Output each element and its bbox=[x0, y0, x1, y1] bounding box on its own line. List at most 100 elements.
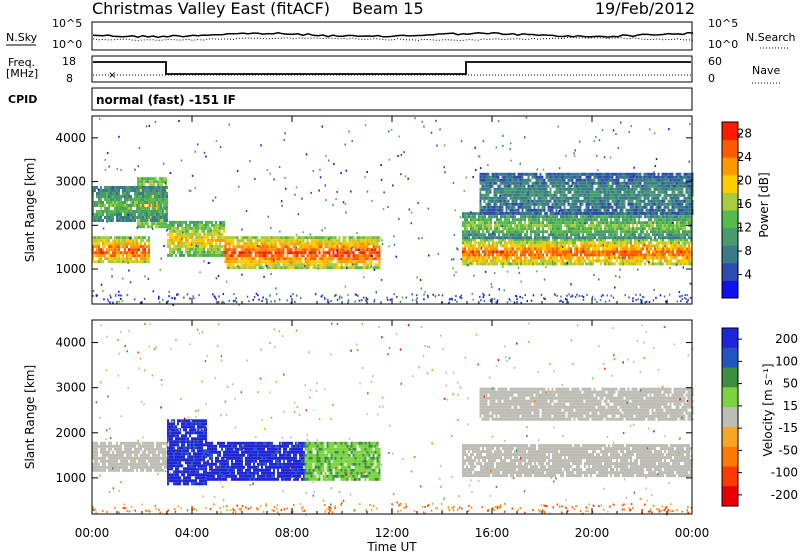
power-data-cell bbox=[672, 253, 674, 256]
power-data-cell bbox=[682, 253, 684, 256]
power-data-cell bbox=[582, 227, 584, 230]
power-data-cell bbox=[118, 257, 120, 260]
power-data-cell bbox=[134, 192, 136, 195]
power-data-cell bbox=[154, 204, 156, 207]
power-data-cell bbox=[574, 227, 576, 230]
power-data-cell bbox=[482, 194, 484, 197]
power-data-cell bbox=[554, 230, 556, 233]
power-data-cell bbox=[169, 248, 171, 251]
power-data-cell bbox=[110, 198, 112, 201]
freq-tick-bottom: 8 bbox=[66, 72, 73, 85]
power-data-cell bbox=[269, 239, 271, 242]
power-data-cell bbox=[287, 266, 289, 269]
power-data-cell bbox=[604, 256, 606, 259]
power-data-cell bbox=[138, 216, 140, 219]
power-data-cell bbox=[572, 176, 574, 179]
power-data-cell bbox=[606, 221, 608, 224]
power-data-cell bbox=[558, 233, 560, 236]
power-data-cell bbox=[464, 253, 466, 256]
power-data-cell bbox=[158, 219, 160, 222]
power-data-cell bbox=[207, 224, 209, 227]
power-data-cell bbox=[512, 233, 514, 236]
power-data-cell bbox=[588, 244, 590, 247]
power-data-cell bbox=[610, 230, 612, 233]
power-data-cell bbox=[650, 224, 652, 227]
power-data-cell bbox=[313, 260, 315, 263]
power-data-cell bbox=[652, 215, 654, 218]
power-data-cell bbox=[556, 182, 558, 185]
power-data-cell bbox=[568, 224, 570, 227]
power-data-cell bbox=[124, 216, 126, 219]
power-data-cell bbox=[634, 250, 636, 253]
power-data-cell bbox=[592, 236, 594, 239]
power-data-cell bbox=[620, 247, 622, 250]
power-data-cell bbox=[277, 239, 279, 242]
power-data-cell bbox=[518, 224, 520, 227]
power-data-cell bbox=[502, 179, 504, 182]
power-data-cell bbox=[592, 206, 594, 209]
power-data-cell bbox=[474, 253, 476, 256]
power-data-cell bbox=[317, 254, 319, 257]
power-data-cell bbox=[355, 254, 357, 257]
power-data-cell bbox=[560, 206, 562, 209]
power-data-cell bbox=[542, 206, 544, 209]
power-data-cell bbox=[506, 218, 508, 221]
power-data-cell bbox=[502, 253, 504, 256]
power-data-cell bbox=[167, 224, 169, 227]
power-data-cell bbox=[636, 215, 638, 218]
power-data-cell bbox=[574, 182, 576, 185]
power-data-cell bbox=[309, 257, 311, 260]
power-data-cell bbox=[506, 185, 508, 188]
power-data-cell bbox=[187, 239, 189, 242]
power-data-cell bbox=[207, 236, 209, 239]
noise-search-line bbox=[93, 37, 693, 40]
power-data-cell bbox=[486, 227, 488, 230]
power-data-cell bbox=[530, 224, 532, 227]
power-data-cell bbox=[484, 185, 486, 188]
power-data-cell bbox=[169, 227, 171, 230]
power-data-cell bbox=[634, 209, 636, 212]
power-data-cell bbox=[277, 251, 279, 254]
power-data-cell bbox=[375, 242, 377, 245]
power-data-cell bbox=[672, 194, 674, 197]
power-data-cell bbox=[548, 173, 550, 176]
power-data-cell bbox=[291, 248, 293, 251]
power-data-cell bbox=[542, 233, 544, 236]
power-data-cell bbox=[616, 230, 618, 233]
power-data-cell bbox=[124, 242, 126, 245]
power-data-cell bbox=[634, 179, 636, 182]
power-data-cell bbox=[650, 209, 652, 212]
power-data-cell bbox=[118, 239, 120, 242]
power-data-cell bbox=[480, 209, 482, 212]
power-data-cell bbox=[634, 227, 636, 230]
power-data-cell bbox=[249, 257, 251, 260]
power-data-cell bbox=[644, 179, 646, 182]
power-data-cell bbox=[508, 215, 510, 218]
power-data-cell bbox=[245, 245, 247, 248]
power-data-cell bbox=[500, 173, 502, 176]
power-data-cell bbox=[267, 248, 269, 251]
power-data-cell bbox=[592, 200, 594, 203]
power-data-cell bbox=[139, 177, 141, 180]
power-data-cell bbox=[604, 194, 606, 197]
power-data-cell bbox=[512, 206, 514, 209]
power-data-cell bbox=[520, 253, 522, 256]
power-data-cell bbox=[562, 241, 564, 244]
power-data-cell bbox=[205, 224, 207, 227]
power-data-cell bbox=[594, 218, 596, 221]
power-data-cell bbox=[646, 212, 648, 215]
power-data-cell bbox=[604, 206, 606, 209]
power-data-cell bbox=[676, 250, 678, 253]
power-data-cell bbox=[514, 173, 516, 176]
power-data-cell bbox=[187, 248, 189, 251]
power-data-cell bbox=[506, 236, 508, 239]
power-data-cell bbox=[638, 247, 640, 250]
power-data-cell bbox=[146, 186, 148, 189]
power-data-cell bbox=[154, 207, 156, 210]
power-data-cell bbox=[357, 245, 359, 248]
power-data-cell bbox=[241, 248, 243, 251]
power-data-cell bbox=[137, 219, 139, 222]
power-data-cell bbox=[146, 219, 148, 222]
power-data-cell bbox=[646, 203, 648, 206]
power-data-cell bbox=[331, 263, 333, 266]
